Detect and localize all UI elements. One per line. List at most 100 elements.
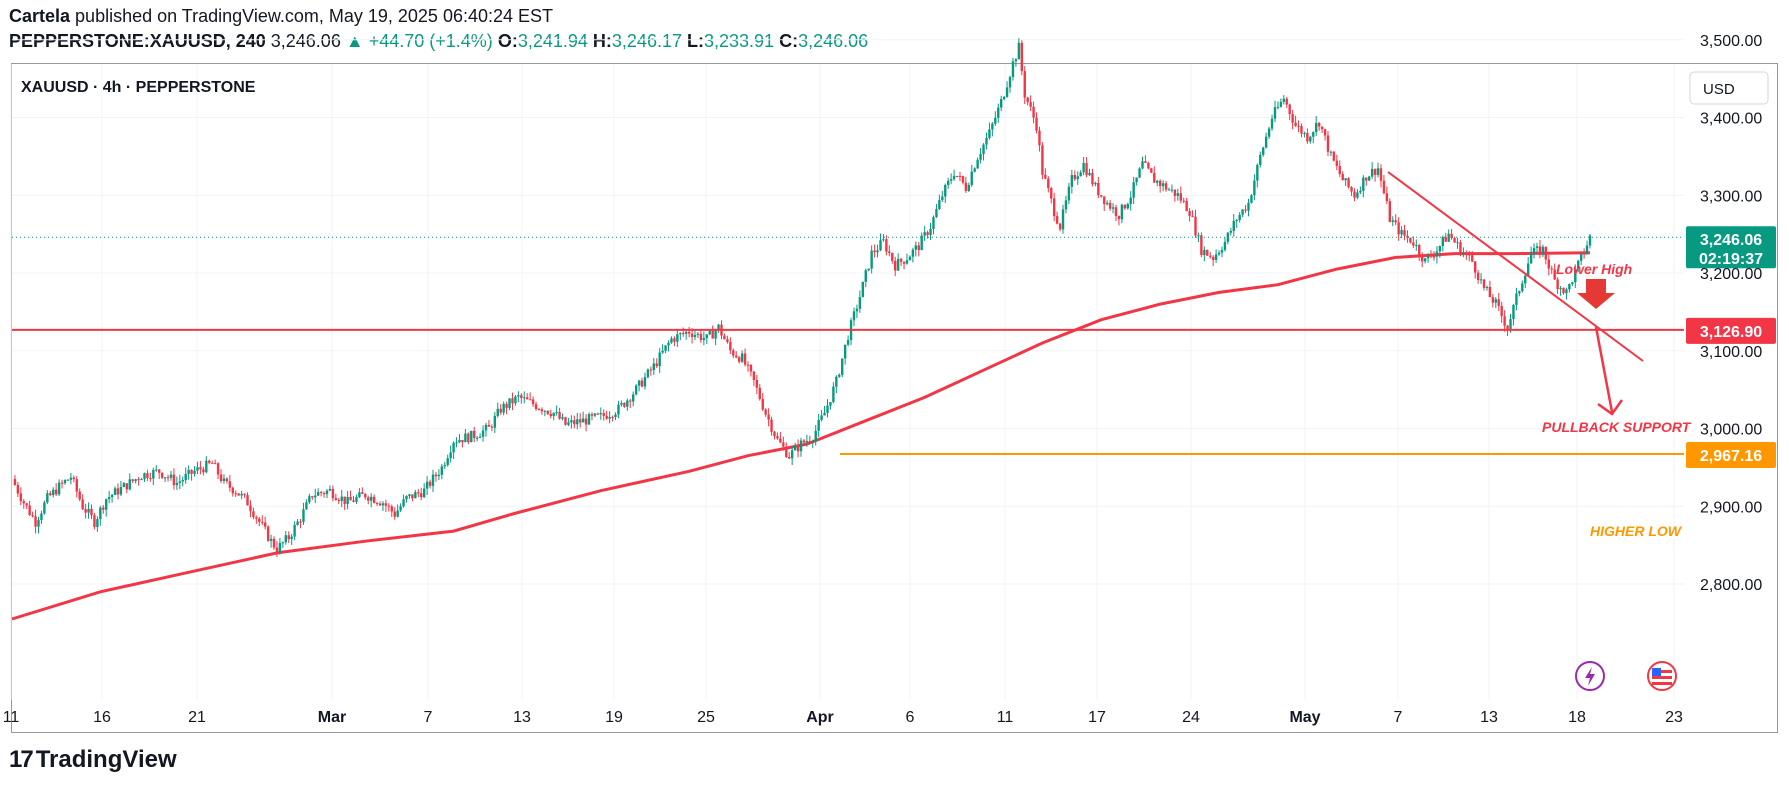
candle-body xyxy=(158,469,161,473)
candle-body xyxy=(820,415,823,420)
candle-body xyxy=(979,153,982,160)
candle-body xyxy=(255,517,258,519)
candle-body xyxy=(1194,216,1197,236)
candle-body xyxy=(829,402,832,406)
candle-body xyxy=(1273,107,1277,119)
candle-body xyxy=(1579,253,1583,261)
lightning-icon[interactable] xyxy=(1575,661,1605,691)
candle-body xyxy=(473,430,476,438)
candle-body xyxy=(1468,254,1471,256)
candle-body xyxy=(1526,263,1530,276)
candle-body xyxy=(1515,293,1518,305)
candle-body xyxy=(434,474,438,477)
candle-body xyxy=(396,510,399,517)
candle-body xyxy=(193,470,196,474)
candle-body xyxy=(1412,242,1415,246)
candle-body xyxy=(1156,180,1159,183)
candle-body xyxy=(146,473,149,479)
candle-body xyxy=(22,501,25,504)
candle-body xyxy=(746,364,750,366)
candle-body xyxy=(1344,178,1347,181)
candle-body xyxy=(393,511,396,517)
candle-body xyxy=(976,159,979,169)
candle-body xyxy=(299,521,302,523)
candle-body xyxy=(19,493,23,502)
candle-body xyxy=(526,397,529,400)
candle-body xyxy=(1585,245,1589,254)
candle-body xyxy=(626,400,629,407)
last-price-tag-text: 02:19:37 xyxy=(1699,251,1763,268)
candle-body xyxy=(573,420,576,425)
candle-body xyxy=(240,493,243,496)
last-price: 3,246.06 xyxy=(270,31,341,51)
candle-body xyxy=(308,496,311,503)
candle-body xyxy=(941,196,944,201)
candle-body xyxy=(1359,190,1362,193)
candle-body xyxy=(1197,235,1200,237)
candle-body xyxy=(596,413,600,415)
candle-body xyxy=(835,376,838,387)
candle-body xyxy=(1064,200,1068,210)
candle-body xyxy=(570,420,573,423)
candle-body xyxy=(128,479,131,490)
author-name[interactable]: Cartela xyxy=(9,6,71,26)
candle-body xyxy=(767,414,770,420)
tradingview-logo[interactable]: 17 TradingView xyxy=(9,746,177,774)
candle-body xyxy=(714,330,717,339)
candle-body xyxy=(1203,249,1206,256)
candle-body xyxy=(552,412,555,417)
candle-body xyxy=(355,497,358,502)
candle-body xyxy=(1038,130,1041,146)
candle-body xyxy=(655,363,658,367)
candle-body xyxy=(78,491,81,500)
candle-body xyxy=(911,249,915,257)
candle-body xyxy=(1509,319,1512,330)
open-label: O: xyxy=(497,31,518,51)
currency-button[interactable] xyxy=(1689,71,1769,105)
candle-body xyxy=(1091,172,1094,185)
candle-body xyxy=(208,460,211,463)
candle-body xyxy=(331,488,335,499)
candle-body xyxy=(387,505,391,507)
candle-body xyxy=(1176,193,1180,196)
candle-body xyxy=(425,481,429,489)
candle-body xyxy=(290,536,293,540)
candle-body xyxy=(1306,132,1309,142)
candle-body xyxy=(782,442,785,447)
candle-body xyxy=(799,440,803,452)
candle-body xyxy=(517,395,520,397)
candle-body xyxy=(152,469,155,479)
candle-body xyxy=(113,488,117,495)
candle-body xyxy=(160,472,164,478)
open-value: 3,241.94 xyxy=(517,31,588,51)
candle-body xyxy=(1223,241,1227,250)
candle-body xyxy=(699,333,703,341)
candle-body xyxy=(199,467,202,470)
candle-body xyxy=(1267,128,1271,137)
us-flag-icon[interactable] xyxy=(1647,661,1677,691)
candle-body xyxy=(1288,104,1291,115)
candle-body xyxy=(1420,255,1424,262)
higher-low-price-tag: 2,967.16 xyxy=(1686,442,1776,469)
candle-body xyxy=(1044,174,1047,179)
candle-body xyxy=(1105,202,1109,205)
candle-body xyxy=(1388,201,1392,222)
candle-body xyxy=(540,409,544,412)
candle-body xyxy=(1444,237,1447,242)
candle-body xyxy=(1391,220,1394,222)
candle-body xyxy=(358,492,361,498)
candle-body xyxy=(420,493,423,498)
time-tick-label: 13 xyxy=(513,709,531,726)
candle-body xyxy=(1167,189,1171,191)
candle-body xyxy=(1297,125,1300,127)
candle-body xyxy=(520,395,523,399)
last-price-tag-text: 3,246.06 xyxy=(1700,232,1762,249)
candle-body xyxy=(970,171,973,185)
candle-body xyxy=(1153,172,1156,183)
candle-body xyxy=(1217,252,1221,255)
candle-body xyxy=(1005,87,1009,97)
candle-body xyxy=(328,488,332,491)
candle-body xyxy=(1285,98,1288,105)
candle-body xyxy=(228,481,232,488)
